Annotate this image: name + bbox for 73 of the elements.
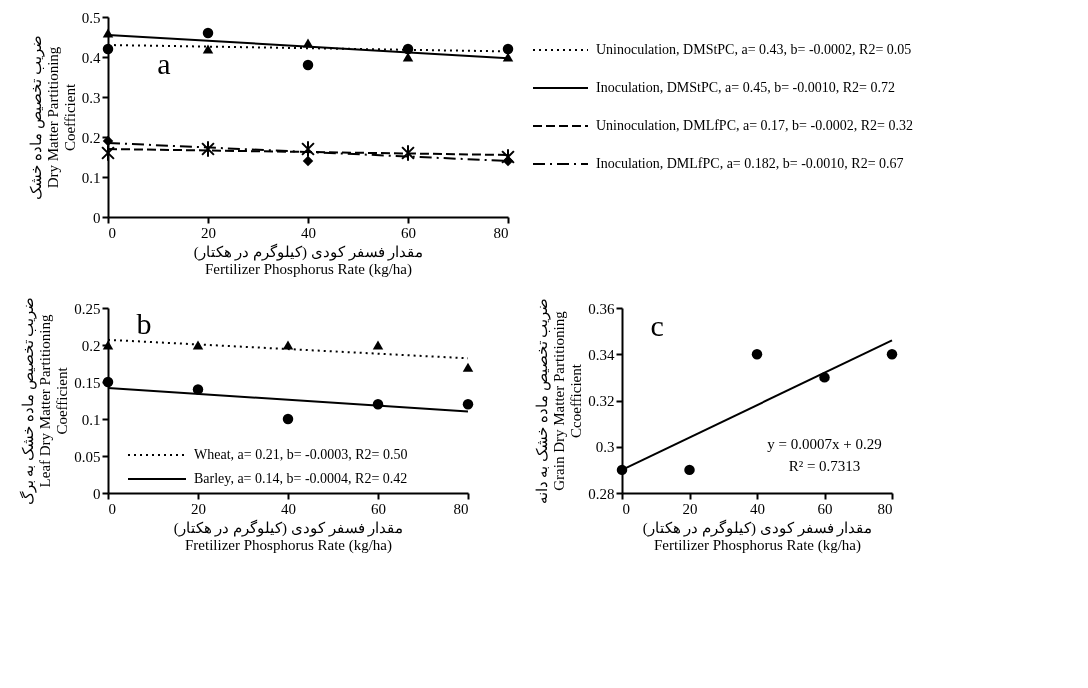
legend-label: Inoculation, DMStPC, a= 0.45, b= -0.0010, R2= 0.72 [596, 80, 896, 95]
legend-label: Barley, a= 0.14, b= -0.0004, R2= 0.42 [194, 471, 408, 486]
x-tick-label: 60 [371, 500, 386, 517]
point [201, 140, 215, 158]
x-tick-label: 80 [493, 224, 509, 241]
point [684, 464, 695, 476]
point [202, 27, 214, 39]
y-tick-label: 0.28 [588, 485, 615, 502]
annotation: c [650, 308, 664, 342]
y-tick-label: 0.05 [74, 448, 101, 465]
legend-label: Wheat, a= 0.21, b= -0.0003, R2= 0.50 [194, 447, 408, 462]
x-tick-label: 40 [281, 500, 296, 517]
point [102, 28, 114, 38]
y-tick-label: 0.3 [81, 89, 101, 106]
point [501, 148, 515, 166]
y-tick-label: 0.34 [588, 346, 615, 363]
legend-label: Inoculation, DMLfPC, a= 0.182, b= -0.0010, R2= 0.67 [596, 156, 904, 171]
point [462, 398, 474, 410]
x-tick-label: 20 [682, 500, 698, 517]
annotation: R² = 0.7313 [788, 458, 861, 474]
y-tick-label: 0.2 [81, 337, 101, 354]
point [886, 349, 898, 360]
point [302, 38, 314, 48]
x-tick-label: 0 [108, 224, 116, 241]
x-tick-label: 60 [401, 224, 416, 241]
y-tick-label: 0 [93, 209, 101, 226]
y-tick-label: 0.25 [74, 300, 101, 317]
point [302, 155, 314, 167]
point [192, 340, 204, 350]
point [101, 144, 115, 162]
point [402, 43, 414, 55]
annotation: y = 0.0007x + 0.29 [767, 436, 882, 452]
point [282, 413, 294, 425]
point [502, 43, 514, 55]
x-tick-label: 80 [877, 500, 893, 517]
legend-label: Uninoculation, DMStPC, a= 0.43, b= -0.0002, R2= 0.05 [596, 42, 912, 57]
point [462, 362, 474, 372]
y-tick-label: 0.15 [74, 374, 101, 391]
x-tick-label: 60 [817, 500, 833, 517]
x-tick-label: 20 [191, 500, 206, 517]
point [192, 384, 204, 395]
point [372, 340, 384, 350]
point [372, 398, 384, 410]
point [102, 340, 114, 350]
x-tick-label: 20 [201, 224, 216, 241]
y-tick-label: 0 [93, 485, 101, 502]
y-tick-label: 0.32 [588, 393, 615, 409]
point [102, 376, 114, 388]
y-tick-label: 0.1 [81, 169, 101, 186]
legend-label: Uninoculation, DMLfPC, a= 0.17, b= -0.0002, R2= 0.32 [596, 118, 913, 133]
y-tick-label: 0.36 [588, 300, 615, 317]
x-tick-label: 80 [453, 500, 469, 517]
annotation: a [157, 47, 171, 80]
y-tick-label: 0.5 [81, 9, 101, 26]
y-tick-label: 0.3 [595, 439, 615, 456]
point [819, 372, 830, 383]
point [282, 340, 294, 350]
point [302, 59, 314, 71]
point [751, 349, 763, 360]
x-tick-label: 0 [622, 500, 630, 517]
y-tick-label: 0.2 [81, 129, 101, 146]
point [616, 464, 628, 476]
y-tick-label: 0.4 [81, 49, 101, 66]
annotation: b [136, 306, 152, 340]
point [102, 135, 114, 147]
point [102, 43, 114, 55]
point [301, 140, 315, 158]
y-tick-label: 0.1 [81, 411, 101, 428]
point [202, 44, 214, 54]
x-tick-label: 40 [301, 224, 316, 241]
x-tick-label: 0 [108, 500, 116, 517]
x-tick-label: 40 [750, 500, 765, 517]
point [401, 144, 415, 162]
